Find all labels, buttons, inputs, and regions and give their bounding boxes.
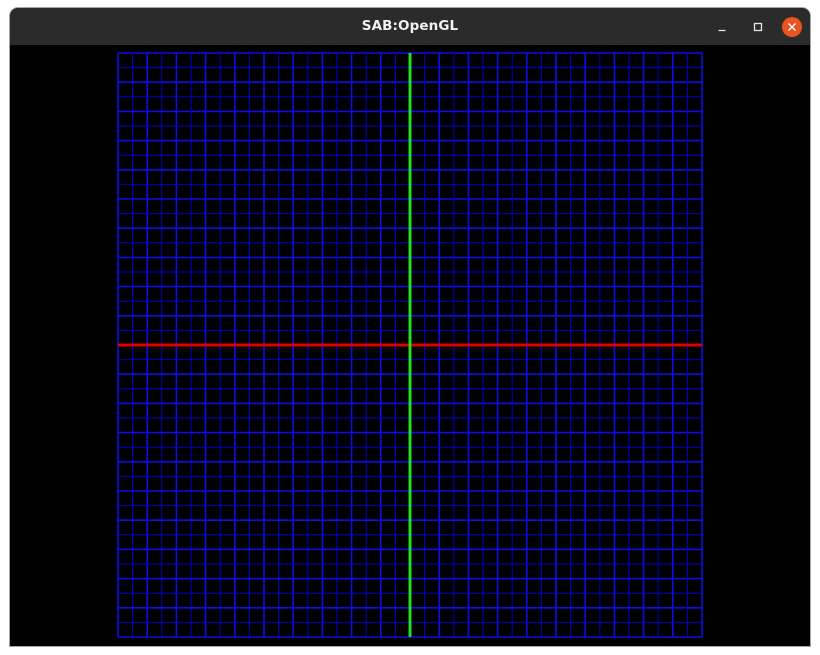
close-button[interactable]: [782, 17, 802, 37]
opengl-viewport[interactable]: [10, 45, 810, 646]
maximize-button[interactable]: [748, 17, 768, 37]
minimize-button[interactable]: [712, 17, 732, 37]
maximize-icon: [753, 22, 763, 32]
opengl-window: SAB:OpenGL: [10, 8, 810, 646]
title-bar[interactable]: SAB:OpenGL: [10, 8, 810, 45]
close-icon: [788, 23, 796, 31]
window-title: SAB:OpenGL: [361, 18, 459, 34]
grid-canvas: [117, 52, 703, 638]
minimize-icon: [718, 29, 726, 32]
